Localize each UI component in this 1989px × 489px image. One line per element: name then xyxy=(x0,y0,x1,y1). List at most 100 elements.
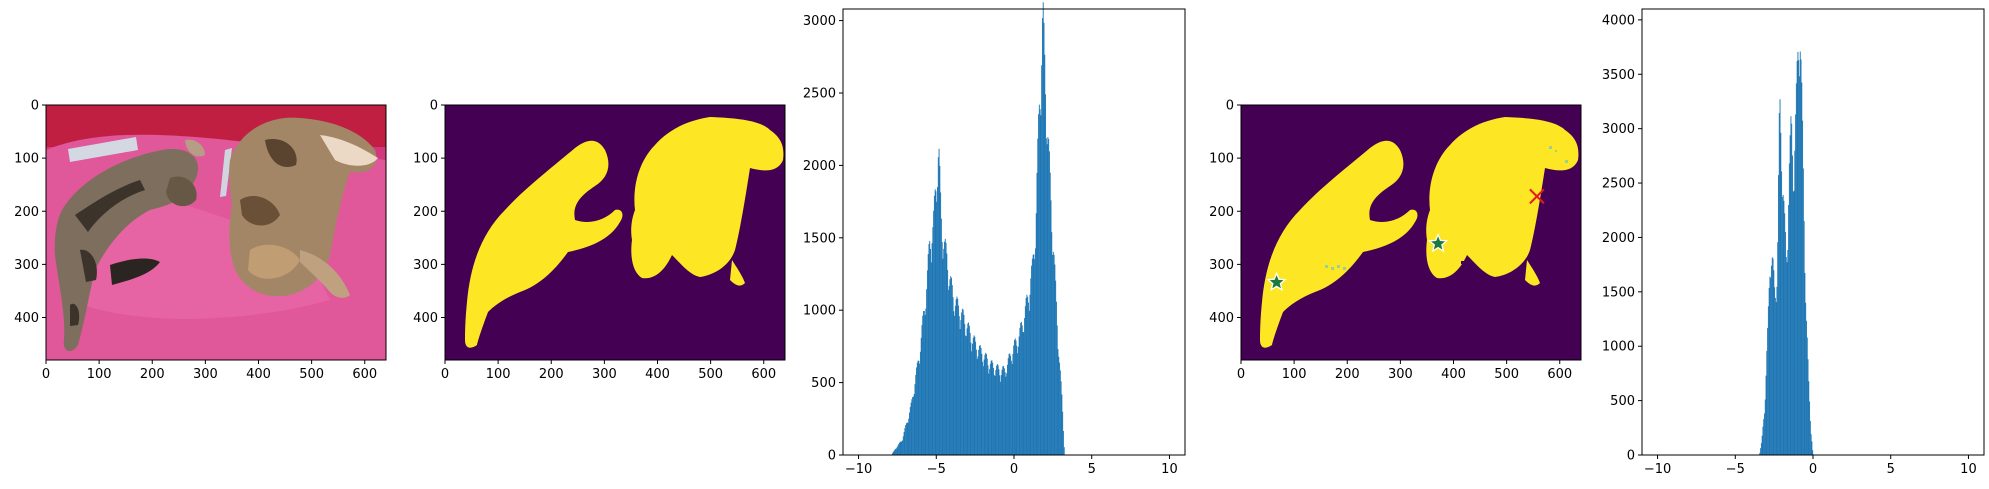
axes-3: −10 −5 0 5 10 0 500 1000 1500 2000 2500 3000 xyxy=(803,8,1186,477)
histogram-bar xyxy=(906,422,908,455)
negative-point-cross xyxy=(1529,188,1545,205)
histogram-bar xyxy=(1008,354,1010,455)
y-tick-label: 2000 xyxy=(803,159,836,174)
histogram-bar xyxy=(954,315,956,455)
histogram-bar xyxy=(964,324,966,455)
y-tick-label: 0 xyxy=(1627,449,1635,464)
positive-point-star xyxy=(1266,271,1287,292)
histogram-bar xyxy=(1799,76,1800,455)
histogram-bar xyxy=(1009,353,1011,455)
histogram-bar xyxy=(1059,362,1061,455)
histogram-bar xyxy=(989,363,991,455)
histogram-bar xyxy=(1795,114,1797,455)
histogram-bar xyxy=(929,241,931,455)
histogram-bar xyxy=(1014,338,1016,455)
axes-frame xyxy=(444,104,786,361)
histogram-bar xyxy=(1017,346,1019,455)
histogram-bar xyxy=(1033,254,1035,455)
histogram-bar xyxy=(894,449,896,455)
histogram-bar xyxy=(1054,264,1056,455)
histogram-bar xyxy=(1767,306,1769,455)
histogram-bar xyxy=(1807,359,1809,455)
histogram-bar xyxy=(1764,413,1765,455)
histogram-bar xyxy=(1774,297,1776,455)
histogram-bar xyxy=(904,428,906,455)
histogram-bar xyxy=(1010,355,1012,455)
histogram-bar xyxy=(978,349,980,455)
histogram-bar xyxy=(952,297,954,455)
histogram-bar xyxy=(917,360,919,455)
histogram-bar xyxy=(984,354,986,455)
histogram-bar xyxy=(907,422,909,455)
histogram-bar xyxy=(963,314,965,455)
histogram-bar xyxy=(913,394,915,455)
panel-histogram-1 xyxy=(891,2,1065,456)
histogram-bar xyxy=(910,402,912,455)
histogram-bar xyxy=(1789,135,1791,455)
histogram-bar xyxy=(1803,220,1805,455)
cat-photo-image xyxy=(46,105,386,360)
histogram-bar xyxy=(1011,363,1013,455)
histogram-bar xyxy=(1052,254,1054,455)
y-tick-label: 3000 xyxy=(1602,122,1635,137)
histogram-bar xyxy=(950,276,952,455)
histogram-bar xyxy=(1056,325,1058,455)
mask-image-with-points xyxy=(1241,105,1581,360)
histogram-bar xyxy=(1776,286,1778,455)
histogram-bar xyxy=(961,308,963,455)
histogram-bar xyxy=(979,345,981,455)
histogram-bar xyxy=(1812,450,1814,455)
axes-frame xyxy=(45,104,387,361)
histogram-bar xyxy=(1017,353,1019,455)
histogram-bar xyxy=(1058,356,1060,455)
histogram-bar xyxy=(1810,434,1812,455)
histogram-bar xyxy=(908,418,910,455)
histogram-bar xyxy=(1021,325,1023,455)
histogram-bar xyxy=(912,396,914,455)
y-tick-label: 0 xyxy=(1226,99,1234,114)
histogram-bar xyxy=(1798,60,1800,455)
histogram-bar xyxy=(958,316,960,455)
x-tick-label: 10 xyxy=(1960,462,1977,477)
y-tick-label: 0 xyxy=(31,99,39,114)
histogram-bar xyxy=(1052,251,1054,455)
histogram-bar xyxy=(1780,132,1782,455)
histogram-bar xyxy=(937,187,938,455)
x-tick-label: 0 xyxy=(1809,462,1817,477)
histogram-bar xyxy=(959,329,961,455)
histogram-bar xyxy=(1766,350,1768,455)
histogram-bar xyxy=(895,448,897,455)
histogram-bar xyxy=(1061,394,1063,455)
x-tick-label: 0 xyxy=(1010,462,1018,477)
histogram-bar xyxy=(925,308,927,455)
histogram-bar xyxy=(1045,94,1047,455)
histogram-bar xyxy=(909,406,911,455)
histogram-bar xyxy=(940,218,942,455)
histogram-bar xyxy=(1809,401,1811,455)
histogram-bar xyxy=(1039,109,1041,455)
histogram-bar xyxy=(1031,265,1033,455)
y-tick-label: 300 xyxy=(413,258,438,273)
histogram-bar xyxy=(1787,249,1789,455)
histogram-bar xyxy=(991,360,993,455)
histogram-bar xyxy=(999,375,1001,455)
histogram-bar xyxy=(901,441,903,455)
y-tick-label: 500 xyxy=(1610,394,1635,409)
histogram-bar xyxy=(893,450,895,455)
histogram-bar xyxy=(1805,302,1807,455)
histogram-bar xyxy=(1035,213,1037,455)
histogram-bar xyxy=(1032,254,1034,455)
histogram-bar xyxy=(1057,349,1059,455)
histogram-bar xyxy=(1768,288,1770,455)
histogram-bar xyxy=(1800,59,1802,456)
histogram-bar xyxy=(1760,448,1762,455)
histogram-2-bars xyxy=(1759,51,1814,456)
histogram-bar xyxy=(976,359,978,455)
x-tick-label: 400 xyxy=(246,367,271,382)
histogram-bar xyxy=(1773,270,1775,455)
histogram-bar xyxy=(961,312,963,455)
x-tick-label: 0 xyxy=(42,367,50,382)
histogram-bar xyxy=(968,322,970,455)
x-tick-label: 0 xyxy=(1237,367,1245,382)
